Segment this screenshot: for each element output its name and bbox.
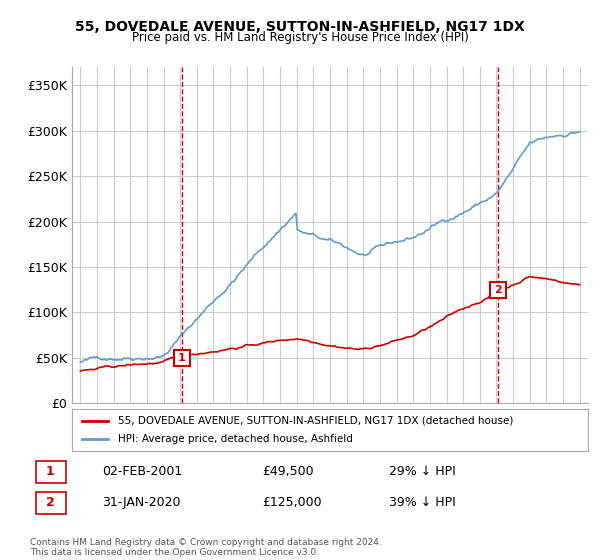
Text: 55, DOVEDALE AVENUE, SUTTON-IN-ASHFIELD, NG17 1DX: 55, DOVEDALE AVENUE, SUTTON-IN-ASHFIELD,… <box>75 20 525 34</box>
Text: 29% ↓ HPI: 29% ↓ HPI <box>389 465 455 478</box>
FancyBboxPatch shape <box>35 461 66 483</box>
Text: 55, DOVEDALE AVENUE, SUTTON-IN-ASHFIELD, NG17 1DX (detached house): 55, DOVEDALE AVENUE, SUTTON-IN-ASHFIELD,… <box>118 416 514 426</box>
Text: 1: 1 <box>46 465 55 478</box>
Text: £49,500: £49,500 <box>262 465 313 478</box>
Text: Contains HM Land Registry data © Crown copyright and database right 2024.
This d: Contains HM Land Registry data © Crown c… <box>30 538 382 557</box>
Text: 2: 2 <box>46 496 55 509</box>
Text: £125,000: £125,000 <box>262 496 322 509</box>
Text: 39% ↓ HPI: 39% ↓ HPI <box>389 496 455 509</box>
Text: Price paid vs. HM Land Registry's House Price Index (HPI): Price paid vs. HM Land Registry's House … <box>131 31 469 44</box>
Text: 2: 2 <box>494 284 502 295</box>
FancyBboxPatch shape <box>35 492 66 514</box>
Text: 31-JAN-2020: 31-JAN-2020 <box>102 496 180 509</box>
Text: HPI: Average price, detached house, Ashfield: HPI: Average price, detached house, Ashf… <box>118 434 353 444</box>
Text: 02-FEB-2001: 02-FEB-2001 <box>102 465 182 478</box>
Text: 1: 1 <box>178 353 185 363</box>
